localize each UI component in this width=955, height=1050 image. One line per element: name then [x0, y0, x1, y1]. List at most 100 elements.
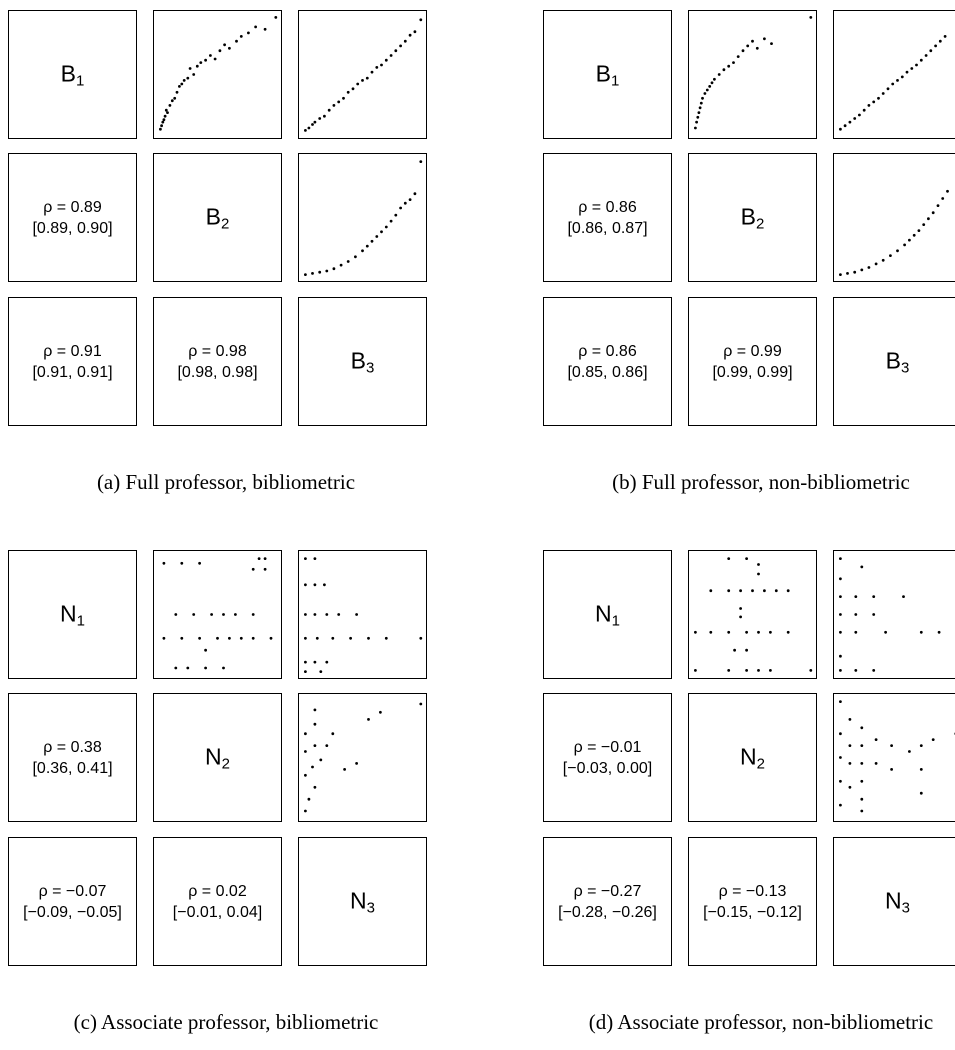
data-point	[769, 630, 772, 634]
data-point	[389, 54, 393, 57]
confidence-interval: [−0.01, 0.04]	[172, 903, 263, 921]
data-point	[919, 630, 923, 634]
data-point	[375, 235, 379, 238]
data-point	[908, 750, 911, 753]
scatter-plot	[159, 16, 278, 131]
data-point	[846, 272, 849, 275]
diagonal-variable-cell: B1	[543, 10, 672, 139]
data-point	[872, 100, 876, 104]
data-point	[839, 756, 842, 759]
data-point	[325, 269, 329, 273]
data-point	[343, 768, 346, 771]
panel-caption-text: Full professor, bibliometric	[125, 470, 356, 494]
diagonal-variable-cell: B2	[153, 153, 282, 282]
correlation-text: ρ = 0.86 [0.86, 0.87]	[544, 197, 671, 239]
scatter-plot	[304, 702, 423, 813]
variable-name: B	[205, 203, 221, 229]
data-point	[929, 49, 933, 53]
data-point	[313, 660, 317, 664]
rho-value: ρ = 0.38	[43, 738, 102, 756]
correlation-cell: ρ = 0.86 [0.86, 0.87]	[543, 153, 672, 282]
data-point	[872, 669, 876, 672]
data-point	[839, 595, 842, 598]
correlation-text: ρ = 0.99 [0.99, 0.99]	[689, 341, 816, 383]
data-point	[900, 75, 904, 79]
data-point	[860, 268, 864, 272]
data-point	[938, 39, 942, 43]
correlation-text: ρ = −0.13 [−0.15, −0.12]	[689, 881, 816, 923]
data-point	[159, 127, 162, 131]
data-point	[199, 61, 203, 64]
data-point	[745, 669, 748, 672]
data-point	[365, 244, 369, 248]
data-point	[701, 96, 704, 100]
data-point	[313, 722, 317, 726]
diagonal-variable-cell: N1	[8, 550, 137, 679]
data-point	[339, 263, 343, 267]
variable-label: N3	[299, 887, 426, 916]
data-point	[757, 669, 760, 672]
data-point	[727, 669, 731, 672]
data-point	[858, 113, 861, 117]
data-point	[370, 70, 374, 74]
scatter-cell	[833, 550, 955, 679]
data-point	[174, 666, 178, 670]
variable-label: N1	[9, 600, 136, 629]
data-point	[694, 669, 697, 672]
diagonal-variable-cell: B3	[833, 297, 955, 426]
data-point	[162, 561, 166, 565]
data-point	[927, 217, 930, 221]
variable-subscript: 2	[221, 215, 230, 232]
data-point	[247, 31, 250, 35]
data-point	[745, 557, 748, 560]
data-point	[905, 70, 909, 74]
data-point	[695, 120, 698, 124]
variable-name: B	[885, 347, 901, 373]
data-point	[318, 270, 322, 274]
data-point	[839, 577, 842, 581]
data-point	[736, 55, 740, 58]
data-point	[739, 607, 742, 610]
data-point	[890, 768, 893, 771]
scatter-plot	[162, 557, 273, 670]
diagonal-variable-cell: N2	[153, 693, 282, 822]
data-point	[874, 738, 878, 741]
confidence-interval: [0.36, 0.41]	[32, 759, 113, 777]
data-point	[709, 630, 713, 634]
data-point	[839, 654, 842, 658]
data-point	[917, 229, 921, 232]
data-point	[162, 118, 166, 122]
data-point	[924, 54, 928, 57]
correlation-cell: ρ = −0.13 [−0.15, −0.12]	[688, 837, 817, 966]
variable-subscript: 1	[611, 72, 620, 89]
data-point	[304, 636, 307, 640]
scatter-cell	[298, 153, 427, 282]
data-point	[886, 87, 890, 91]
data-point	[313, 583, 317, 587]
variable-name: N	[595, 600, 612, 626]
data-point	[198, 636, 201, 640]
rho-value: ρ = 0.02	[188, 882, 247, 900]
data-point	[809, 669, 813, 672]
data-point	[848, 762, 852, 765]
data-point	[770, 42, 773, 45]
data-point	[902, 595, 905, 598]
data-point	[903, 243, 906, 247]
scatter-plot	[839, 35, 947, 131]
data-point	[745, 630, 748, 634]
data-point	[235, 39, 238, 43]
data-point	[727, 589, 731, 593]
correlation-cell: ρ = 0.99 [0.99, 0.99]	[688, 297, 817, 426]
panel-tag: (b)	[612, 470, 637, 494]
variable-name: N	[885, 887, 902, 913]
data-point	[937, 630, 941, 634]
data-point	[710, 81, 714, 85]
scatter-plot	[694, 557, 813, 672]
data-point	[854, 630, 858, 634]
data-point	[769, 669, 772, 672]
data-point	[403, 201, 407, 205]
correlation-text: ρ = 0.38 [0.36, 0.41]	[9, 737, 136, 779]
data-point	[355, 762, 358, 765]
rho-value: ρ = −0.13	[718, 882, 787, 900]
data-point	[389, 219, 393, 223]
